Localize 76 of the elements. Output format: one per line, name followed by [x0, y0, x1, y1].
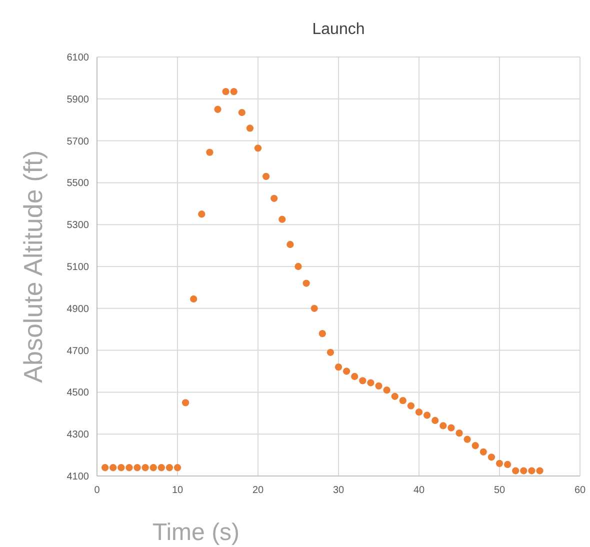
point	[174, 464, 182, 472]
x-tick-label: 30	[332, 485, 344, 496]
point	[528, 467, 536, 474]
point	[432, 416, 439, 424]
y-tick-label: 4100	[66, 472, 90, 482]
point	[496, 460, 504, 467]
point	[150, 464, 157, 472]
x-axis-title: Time (s)	[152, 519, 240, 546]
x-tick-label: 60	[574, 485, 586, 496]
point	[238, 108, 246, 116]
point	[118, 464, 125, 472]
point	[383, 386, 390, 394]
point	[206, 148, 214, 156]
point	[134, 464, 141, 472]
point	[190, 295, 198, 303]
point	[391, 392, 398, 400]
y-tick-label: 5700	[66, 136, 90, 148]
point	[536, 467, 544, 474]
point	[334, 364, 342, 371]
point	[488, 454, 496, 461]
point	[230, 88, 238, 96]
point	[351, 372, 358, 380]
x-tick-label: 20	[252, 485, 264, 496]
x-tick-label: 50	[494, 485, 506, 496]
point	[415, 408, 423, 416]
y-tick-label: 5100	[66, 262, 90, 273]
y-tick-label: 5300	[66, 220, 90, 232]
point	[359, 377, 366, 384]
point	[367, 379, 374, 386]
point	[166, 464, 174, 472]
y-axis-title: Absolute Altitude (ft)	[18, 150, 48, 383]
point	[262, 172, 270, 180]
point	[504, 460, 512, 468]
point	[310, 304, 318, 312]
x-tick-label: 0	[94, 485, 100, 496]
x-tick-label: 40	[413, 485, 425, 496]
point	[399, 397, 406, 404]
point	[110, 464, 117, 472]
point	[407, 402, 415, 410]
point	[448, 424, 455, 432]
point	[423, 412, 431, 419]
point	[158, 464, 165, 472]
point	[440, 422, 447, 430]
point	[182, 399, 190, 406]
point	[302, 280, 310, 287]
point	[480, 448, 487, 456]
point	[520, 467, 528, 474]
point	[326, 348, 334, 356]
y-tick-label: 5500	[66, 178, 90, 190]
y-tick-label: 4300	[66, 430, 90, 441]
point	[375, 382, 382, 390]
point	[342, 368, 350, 375]
point	[254, 144, 262, 152]
y-tick-label: 6100	[66, 52, 90, 64]
x-tick-label: 10	[172, 485, 184, 496]
y-tick-label: 4500	[66, 388, 90, 399]
y-tick-label: 4900	[66, 304, 90, 315]
point	[512, 467, 520, 474]
point	[278, 216, 286, 223]
point	[294, 262, 302, 270]
point	[222, 88, 230, 96]
y-tick-label: 4700	[66, 346, 90, 357]
point	[142, 464, 149, 472]
point	[286, 240, 294, 248]
point	[198, 210, 206, 218]
point	[126, 464, 133, 472]
chart-title: Launch	[312, 21, 365, 38]
point	[464, 436, 471, 443]
point	[246, 124, 254, 132]
point	[456, 429, 463, 437]
point	[101, 464, 109, 472]
point	[270, 194, 278, 202]
point	[318, 330, 326, 338]
point	[472, 442, 479, 450]
point	[214, 106, 222, 113]
y-tick-label: 5900	[66, 94, 90, 106]
